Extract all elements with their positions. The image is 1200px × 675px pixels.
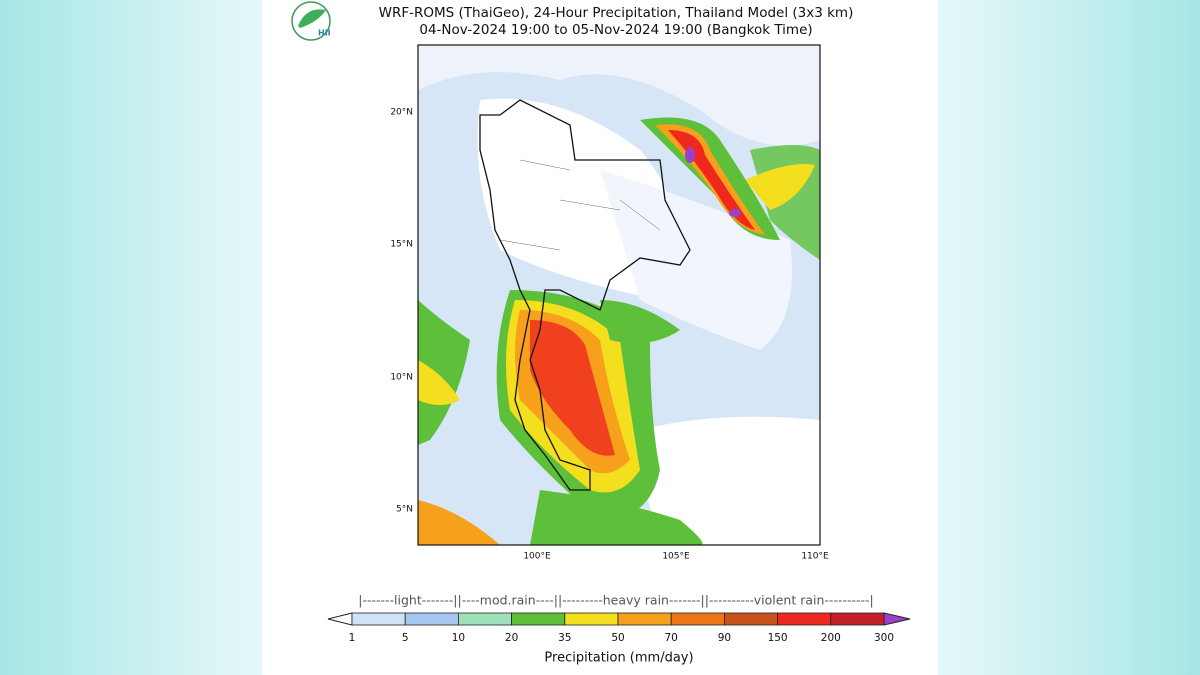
subtitle: 04-Nov-2024 19:00 to 05-Nov-2024 19:00 (… xyxy=(419,22,812,38)
latitude-label: 10°N xyxy=(390,373,413,383)
title: WRF-ROMS (ThaiGeo), 24-Hour Precipitatio… xyxy=(379,5,854,21)
map xyxy=(418,45,820,545)
longitude-label: 110°E xyxy=(801,552,829,562)
longitude-labels: 100°E 105°E 110°E xyxy=(523,552,829,562)
colorbar-segment xyxy=(830,612,885,626)
longitude-label: 105°E xyxy=(662,552,690,562)
colorbar-tick-label: 150 xyxy=(768,632,788,644)
colorbar-tick-label: 35 xyxy=(558,632,571,644)
colorbar: 1 5 10 20 35 50 70 90 150 200 300 xyxy=(327,612,911,644)
map-frame xyxy=(417,44,821,546)
colorbar-tick-label: 90 xyxy=(718,632,731,644)
background-right xyxy=(938,0,1200,675)
colorbar-segment xyxy=(617,612,672,626)
latitude-label: 15°N xyxy=(390,240,413,250)
colorbar-label: Precipitation (mm/day) xyxy=(544,651,693,666)
colorbar-tick-label: 50 xyxy=(611,632,624,644)
latitude-labels: 20°N 15°N 10°N 5°N xyxy=(390,108,413,515)
class-labels: |-------light-------||----mod.rain----||… xyxy=(358,593,874,608)
longitude-label: 100°E xyxy=(523,552,551,562)
colorbar-tick-label: 70 xyxy=(665,632,678,644)
colorbar-tick-label: 10 xyxy=(452,632,465,644)
colorbar-segment xyxy=(564,612,619,626)
colorbar-segment xyxy=(351,612,406,626)
colorbar-segment xyxy=(777,612,832,626)
colorbar-segment xyxy=(404,612,459,626)
latitude-label: 5°N xyxy=(396,505,413,515)
colorbar-tick-label: 5 xyxy=(402,632,409,644)
latitude-label: 20°N xyxy=(390,108,413,118)
colorbar-tick-label: 200 xyxy=(821,632,841,644)
colorbar-segment xyxy=(724,612,779,626)
colorbar-tick-label: 300 xyxy=(874,632,894,644)
colorbar-tick-label: 1 xyxy=(349,632,356,644)
background-left xyxy=(0,0,262,675)
logo-text: HII xyxy=(318,29,331,38)
colorbar-segment xyxy=(457,612,512,626)
logo: HII xyxy=(291,1,331,41)
colorbar-segment xyxy=(511,612,566,626)
colorbar-tick-label: 20 xyxy=(505,632,518,644)
colorbar-segment xyxy=(670,612,725,626)
